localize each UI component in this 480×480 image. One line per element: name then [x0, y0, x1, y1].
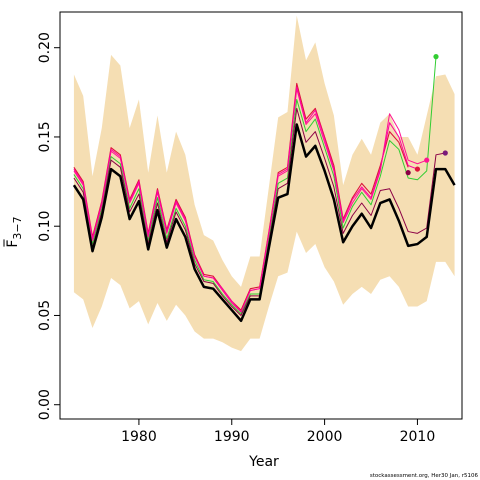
- confidence-band: [73, 15, 455, 352]
- y-axis-title-subscript: 3−7: [11, 216, 24, 239]
- endpoint-marker-3: [433, 54, 439, 60]
- endpoint-marker-1: [414, 166, 421, 172]
- y-tick-label-3: 0.15: [37, 121, 53, 152]
- y-tick-label-4: 0.20: [37, 32, 53, 63]
- series-line-0: [72, 123, 456, 323]
- y-axis-title-main: F̅: [3, 239, 21, 248]
- endpoint-marker-0: [405, 170, 411, 176]
- series-lines: [72, 56, 456, 323]
- y-tick-label-0: 0.00: [37, 389, 53, 420]
- x-axis: 1980 1990 2000 2010: [121, 419, 435, 445]
- endpoint-marker-2: [424, 157, 430, 163]
- plot-frame: [59, 11, 463, 420]
- y-axis-title: F̅3−7: [3, 216, 24, 247]
- svg-text:F̅3−7: F̅3−7: [3, 216, 24, 247]
- series-line-2: [73, 56, 437, 315]
- y-axis: 0.00 0.05 0.10 0.15 0.20: [37, 32, 60, 420]
- x-tick-label-2000: 2000: [307, 429, 343, 445]
- x-tick-label-2010: 2010: [400, 429, 436, 445]
- endpoint-marker-4: [442, 150, 448, 156]
- credit-text: stockassessment.org, Her30 Jan, r5106: [370, 473, 479, 479]
- x-tick-label-1980: 1980: [121, 429, 157, 445]
- endpoint-markers: [405, 54, 448, 176]
- confidence-band-area: [73, 15, 455, 352]
- series-line-5: [73, 86, 418, 313]
- y-tick-label-1: 0.05: [37, 300, 53, 331]
- x-axis-title: Year: [248, 454, 279, 470]
- y-tick-label-2: 0.10: [37, 211, 53, 242]
- x-tick-label-1990: 1990: [214, 429, 250, 445]
